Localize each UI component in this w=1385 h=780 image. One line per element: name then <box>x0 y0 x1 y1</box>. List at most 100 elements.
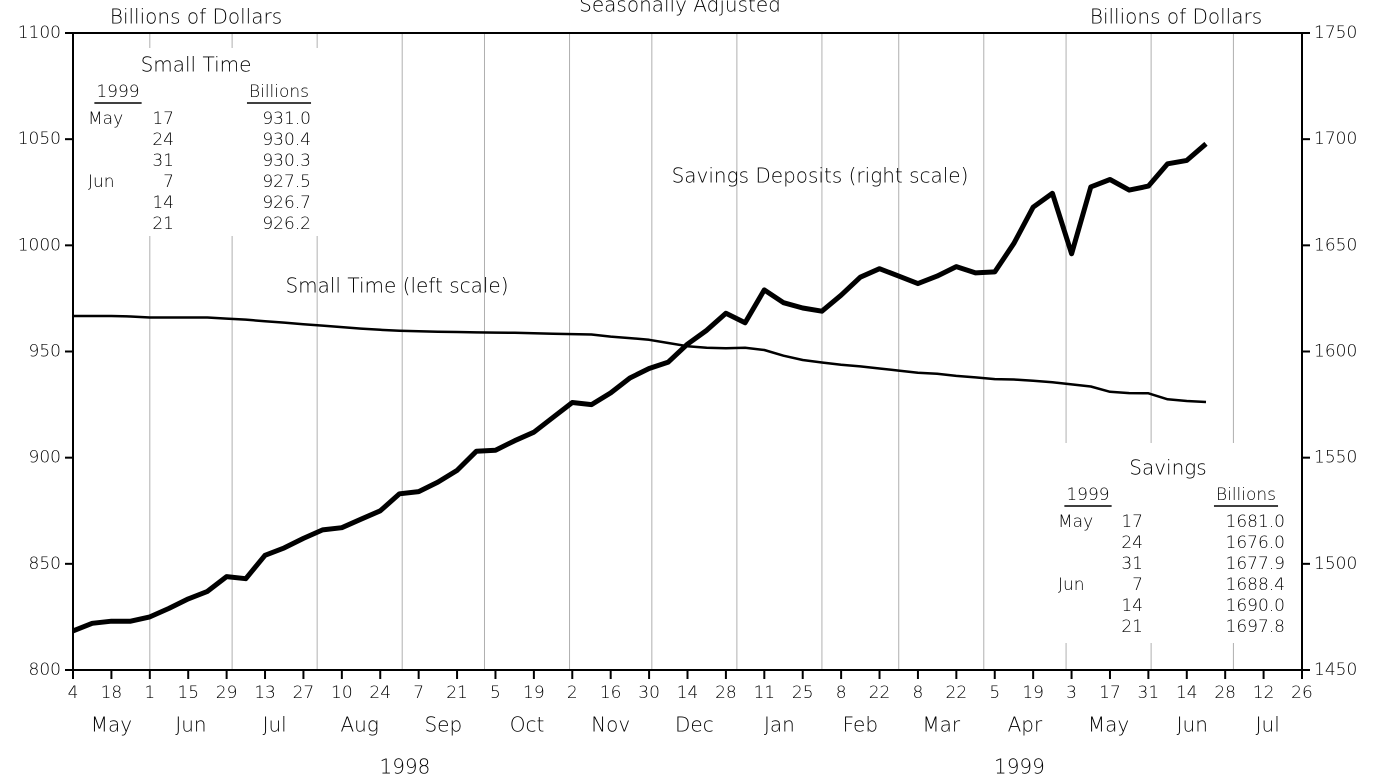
x-tick-label: 8 <box>836 683 847 703</box>
y-tick-label: 1050 <box>18 129 61 149</box>
x-tick-label: 31 <box>1138 683 1160 703</box>
x-tick-label: 22 <box>946 683 968 703</box>
x-tick-label: 30 <box>638 683 660 703</box>
month-label: Sep <box>424 713 462 737</box>
table-cell: 31 <box>152 151 174 171</box>
month-label: Jun <box>1177 713 1208 737</box>
month-label: Mar <box>922 713 961 737</box>
x-tick-label: 15 <box>177 683 199 703</box>
chart-title: Seasonally Adjusted <box>579 0 781 17</box>
x-tick-label: 7 <box>413 683 424 703</box>
month-label: May <box>1088 713 1129 737</box>
x-tick-label: 13 <box>254 683 276 703</box>
y2-tick-label: 1650 <box>1314 235 1357 255</box>
month-label: Jan <box>764 713 795 737</box>
month-label: May <box>91 713 132 737</box>
table-cell: Jun <box>88 172 115 192</box>
y2-tick-label: 1450 <box>1314 660 1357 680</box>
table-cell: 926.2 <box>262 214 311 234</box>
table-cell: 17 <box>1121 512 1143 532</box>
table-cell: 927.5 <box>262 172 311 192</box>
y-tick-label: 1000 <box>18 235 61 255</box>
y2-axis-label: Billions of Dollars <box>1090 5 1262 29</box>
table-cell: 21 <box>1121 617 1143 637</box>
x-tick-label: 12 <box>1253 683 1275 703</box>
table-cell: 1677.9 <box>1226 554 1285 574</box>
table-cell: 1688.4 <box>1226 575 1285 595</box>
table-cell: 926.7 <box>262 193 311 213</box>
x-tick-label: 14 <box>1176 683 1198 703</box>
x-tick-label: 27 <box>293 683 315 703</box>
table-cell: 7 <box>1132 575 1143 595</box>
year-label: 1999 <box>994 755 1045 779</box>
y2-tick-label: 1500 <box>1314 554 1357 574</box>
x-tick-label: 17 <box>1099 683 1121 703</box>
table-cell: 931.0 <box>262 109 311 129</box>
table-cell: 14 <box>152 193 174 213</box>
month-label: Aug <box>340 713 378 737</box>
table-title: Small Time <box>141 53 252 77</box>
x-tick-label: 24 <box>369 683 391 703</box>
x-tick-label: 4 <box>68 683 79 703</box>
x-tick-label: 5 <box>989 683 1000 703</box>
series-label: Savings Deposits (right scale) <box>672 164 969 188</box>
x-tick-label: 10 <box>331 683 353 703</box>
x-tick-label: 18 <box>101 683 123 703</box>
x-tick-label: 1 <box>144 683 155 703</box>
x-tick-label: 19 <box>1022 683 1044 703</box>
y2-tick-label: 1700 <box>1314 129 1357 149</box>
month-label: Nov <box>591 713 630 737</box>
table-cell: 930.3 <box>262 151 311 171</box>
x-tick-label: 2 <box>567 683 578 703</box>
x-tick-label: 29 <box>216 683 238 703</box>
table-background <box>1045 443 1300 643</box>
table-cell: 1690.0 <box>1226 596 1285 616</box>
month-label: Apr <box>1008 713 1043 737</box>
y-tick-label: 1100 <box>18 23 61 43</box>
x-tick-label: 28 <box>1214 683 1236 703</box>
table-cell: 24 <box>1121 533 1143 553</box>
table-cell: Jun <box>1058 575 1085 595</box>
table-header: 1999 <box>1066 485 1109 505</box>
y-tick-label: 850 <box>29 554 61 574</box>
table-header: Billions <box>1216 485 1276 505</box>
y-tick-label: 800 <box>29 660 61 680</box>
table-cell: 7 <box>163 172 174 192</box>
series-label: Small Time (left scale) <box>285 274 508 298</box>
table-title: Savings <box>1129 456 1206 480</box>
table-header: Billions <box>249 82 309 102</box>
x-tick-label: 8 <box>913 683 924 703</box>
table-cell: 31 <box>1121 554 1143 574</box>
y2-tick-label: 1600 <box>1314 342 1357 362</box>
x-tick-label: 16 <box>600 683 622 703</box>
year-label: 1998 <box>379 755 430 779</box>
month-label: Jun <box>175 713 206 737</box>
series-line <box>72 141 1208 634</box>
x-tick-label: 19 <box>523 683 545 703</box>
month-label: Jul <box>1256 713 1280 737</box>
y-tick-label: 950 <box>29 342 61 362</box>
x-tick-label: 25 <box>792 683 814 703</box>
table-cell: 1681.0 <box>1226 512 1285 532</box>
y2-tick-label: 1750 <box>1314 23 1357 43</box>
table-cell: 21 <box>152 214 174 234</box>
month-label: Feb <box>843 713 878 737</box>
table-cell: 1697.8 <box>1226 617 1285 637</box>
table-cell: 1676.0 <box>1226 533 1285 553</box>
y-axis-label: Billions of Dollars <box>110 5 282 29</box>
x-tick-label: 11 <box>753 683 775 703</box>
table-cell: May <box>1058 512 1093 532</box>
table-background <box>80 48 332 236</box>
series-line <box>73 314 1207 404</box>
table-header: 1999 <box>96 82 139 102</box>
month-label: Oct <box>510 713 545 737</box>
x-tick-label: 3 <box>1066 683 1077 703</box>
x-tick-label: 14 <box>677 683 699 703</box>
table-cell: 14 <box>1121 596 1143 616</box>
x-tick-label: 28 <box>715 683 737 703</box>
y2-tick-label: 1550 <box>1314 448 1357 468</box>
x-tick-label: 5 <box>490 683 501 703</box>
month-label: Jul <box>263 713 287 737</box>
table-cell: 24 <box>152 130 174 150</box>
